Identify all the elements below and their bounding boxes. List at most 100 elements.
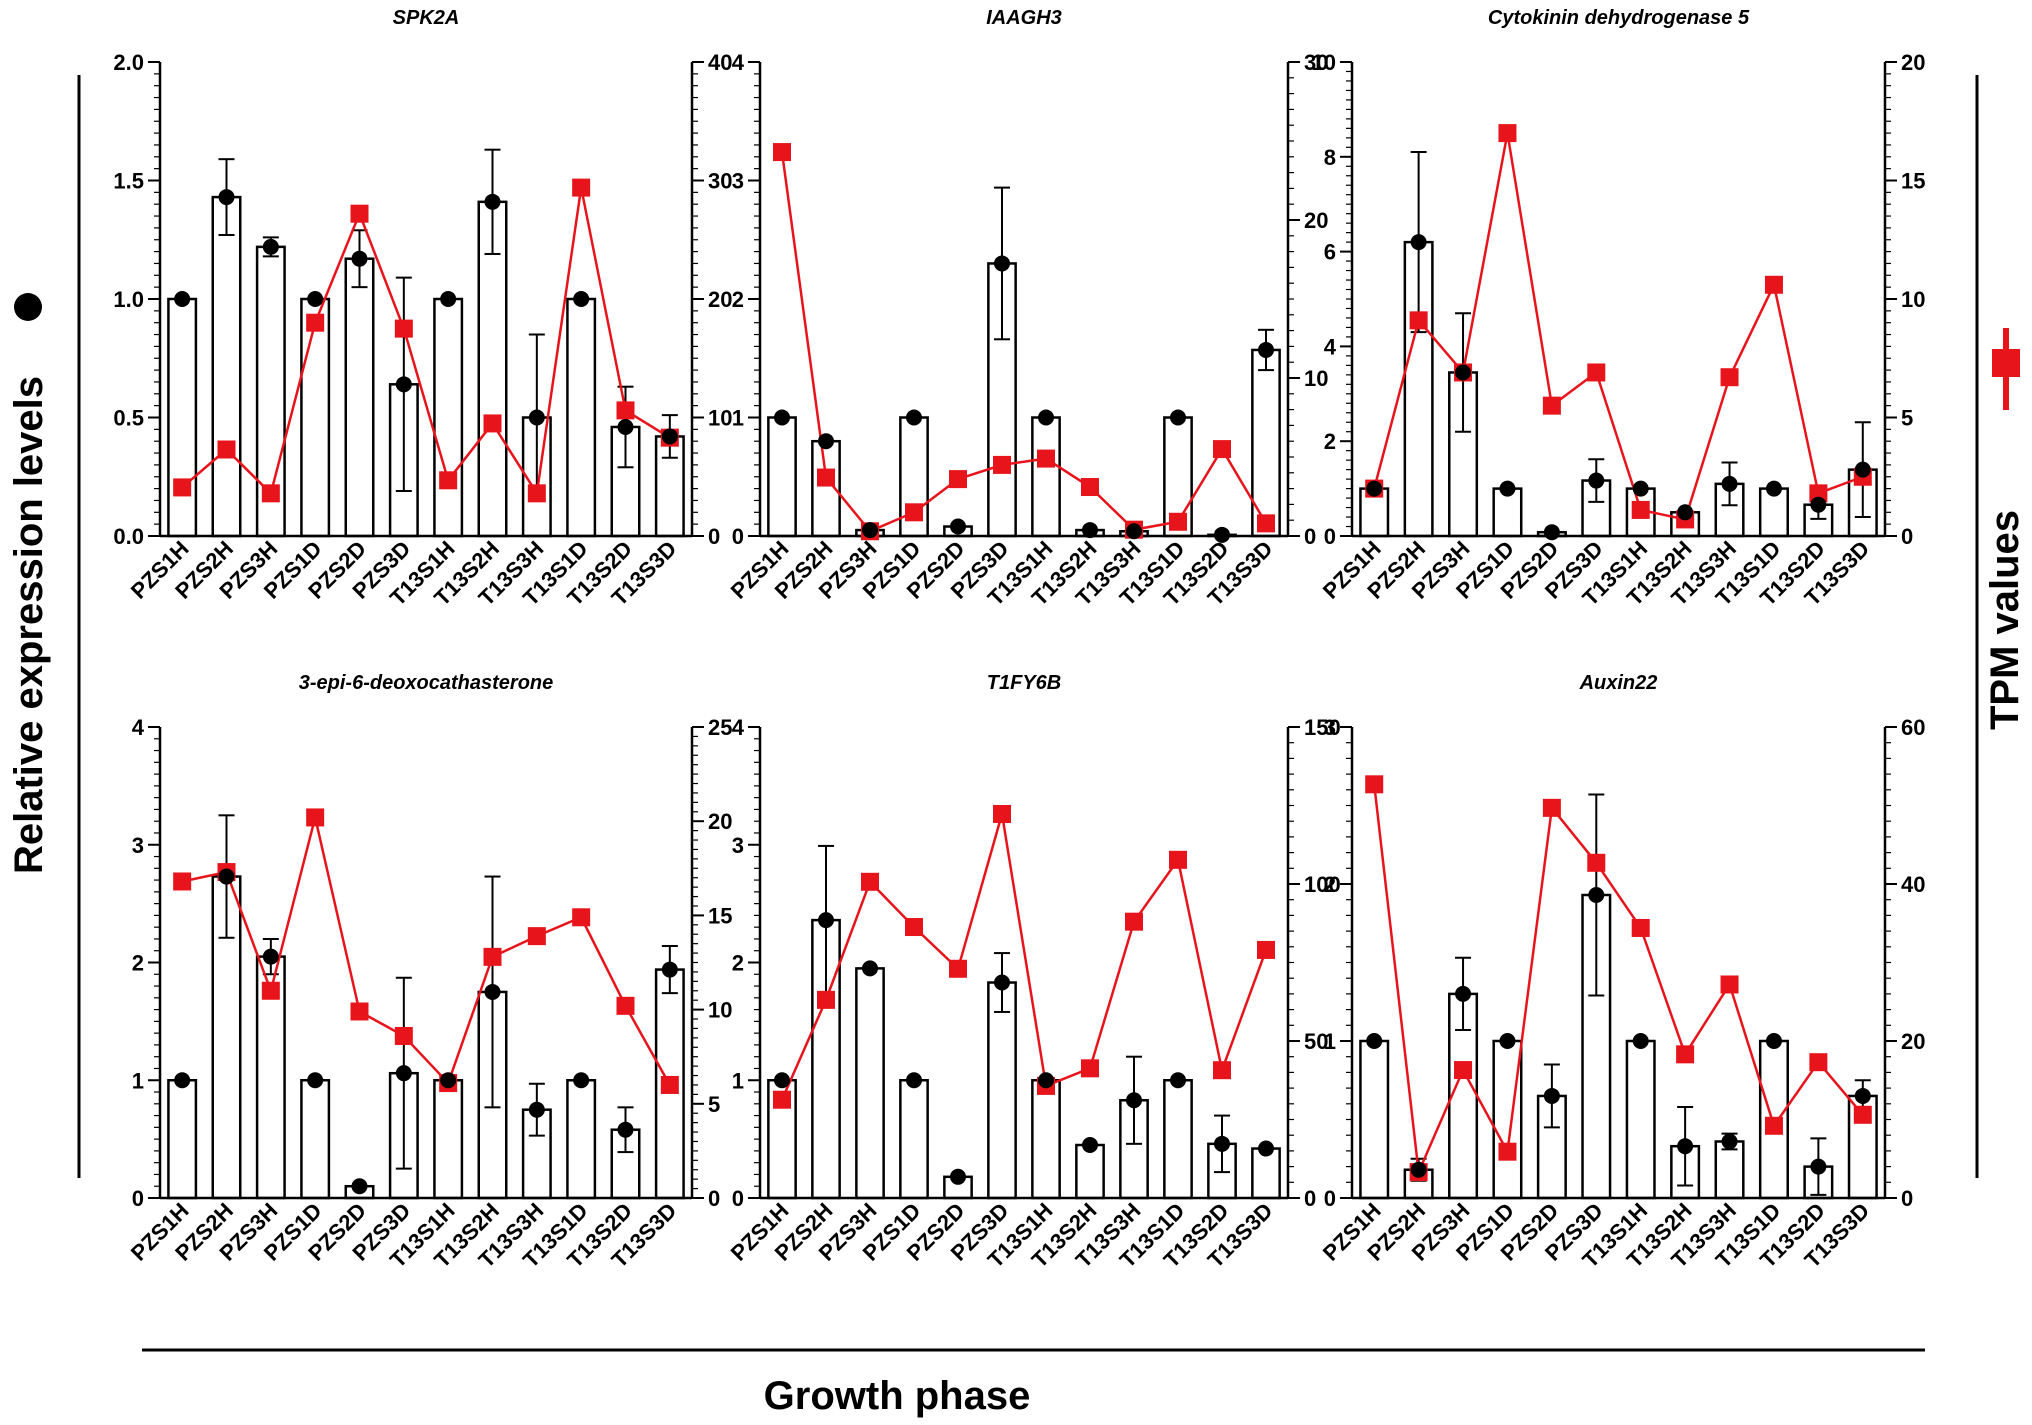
y-right-tick-label: 0	[708, 524, 720, 549]
expression-dot	[440, 1072, 457, 1089]
y-left-tick-label: 0	[732, 524, 744, 549]
tpm-line	[780, 151, 1268, 533]
y-right-tick-label: 30	[1304, 50, 1328, 75]
tpm-marker	[993, 455, 1011, 474]
y-left-tick-label: 2	[732, 951, 744, 976]
y-left-tick-label: 0	[132, 1186, 144, 1211]
expression-dot	[1810, 1158, 1827, 1175]
expression-dot	[174, 291, 191, 307]
tpm-marker	[1257, 940, 1275, 959]
expression-bar	[300, 1079, 331, 1200]
expression-dot	[1038, 409, 1054, 426]
chart-panel-1: SPK2A0.00.51.01.52.0010203040PZS1HPZS2HP…	[113, 7, 732, 611]
y-right-tick-label: 0	[1901, 524, 1913, 549]
tpm-marker	[1213, 1061, 1231, 1080]
y-left-tick-label: 0.0	[113, 524, 144, 549]
legend-dot-icon	[14, 293, 42, 321]
y-left-tick-label: 4	[1324, 334, 1337, 359]
tpm-marker	[1809, 484, 1828, 503]
tpm-marker	[1809, 1053, 1828, 1072]
tpm-line	[1372, 784, 1864, 1177]
expression-dot	[1499, 480, 1516, 497]
tpm-marker	[1498, 124, 1517, 143]
expression-dot	[994, 974, 1010, 991]
expression-dot	[484, 983, 501, 1000]
tpm-marker	[773, 1090, 791, 1109]
expression-dot	[617, 418, 634, 435]
tpm-marker	[1498, 1142, 1517, 1161]
expression-dot	[1038, 1072, 1054, 1089]
expression-dot	[1214, 526, 1230, 543]
expression-dot	[1082, 1137, 1098, 1154]
expression-dot	[1543, 1087, 1560, 1104]
y-right-tick-label: 100	[1304, 872, 1341, 897]
tpm-marker	[350, 204, 369, 223]
tpm-marker	[949, 470, 967, 489]
tpm-marker	[1081, 1059, 1099, 1078]
y-left-tick-label: 10	[1312, 50, 1336, 75]
expression-dot	[906, 1072, 922, 1089]
expression-dot	[1588, 886, 1605, 903]
expression-dot	[906, 409, 922, 426]
y-left-tick-label: 0	[732, 1186, 744, 1211]
expression-bar	[211, 195, 242, 538]
expression-bar	[987, 981, 1017, 1200]
tpm-marker	[949, 959, 967, 978]
expression-dot	[174, 1072, 191, 1089]
expression-bar	[344, 257, 375, 538]
expression-dot	[395, 1065, 412, 1082]
y-left-tick-label: 1	[732, 1068, 744, 1093]
y-left-tick-label: 8	[1324, 145, 1336, 170]
y-right-tick-label: 40	[708, 50, 732, 75]
expression-dot	[1366, 480, 1383, 497]
y-right-tick-label: 15	[708, 903, 732, 928]
y-left-tick-label: 3	[732, 169, 744, 194]
tpm-marker	[817, 990, 835, 1009]
expression-bar	[855, 967, 885, 1200]
chart-title: Auxin22	[1579, 672, 1658, 694]
expression-bar	[167, 1079, 198, 1200]
tpm-marker	[616, 996, 635, 1015]
expression-dot	[1632, 480, 1649, 497]
expression-dot	[395, 376, 412, 393]
expression-dot	[528, 1101, 545, 1118]
tpm-marker	[306, 313, 325, 332]
tpm-marker	[350, 1002, 369, 1021]
expression-bar	[566, 297, 597, 538]
expression-bar	[1492, 1039, 1523, 1200]
expression-dot	[1854, 1087, 1871, 1104]
expression-dot	[1170, 1072, 1186, 1089]
expression-dot	[950, 518, 966, 535]
tpm-marker	[261, 981, 280, 1000]
expression-dot	[1810, 496, 1827, 513]
y-right-tick-label: 15	[1901, 169, 1925, 194]
tpm-marker	[1853, 1105, 1872, 1124]
y-left-tick-label: 3	[1324, 715, 1336, 740]
y-left-tick-label: 2	[132, 951, 144, 976]
tpm-marker	[905, 503, 923, 522]
expression-bar	[1359, 1039, 1390, 1200]
y-left-tick-label: 2	[1324, 429, 1336, 454]
tpm-marker	[1409, 311, 1428, 330]
y-left-tick-label: 4	[732, 50, 745, 75]
tpm-marker	[173, 872, 192, 891]
expression-dot	[351, 1178, 368, 1195]
tpm-marker	[527, 484, 546, 503]
chart-title: IAAGH3	[986, 7, 1062, 29]
expression-dot	[1499, 1033, 1516, 1049]
chart-panel-3: Cytokinin dehydrogenase 5 0 2 4 6 8 10 0 5 10 15 20…	[1312, 7, 1926, 611]
expression-dot	[1126, 523, 1142, 540]
expression-dot	[862, 522, 878, 539]
chart-panel-4: 3-epi-6-deoxocathasterone 0 1 2 3 4 0 5 10 15 20 25…	[126, 672, 733, 1273]
x-axis-label: Growth phase	[764, 1374, 1031, 1418]
expression-bar	[1031, 1079, 1061, 1200]
expression-dot	[818, 433, 834, 450]
expression-dot	[1082, 522, 1098, 539]
y-right-tick-label: 25	[708, 715, 732, 740]
expression-dot	[1632, 1033, 1649, 1049]
expression-bar	[1847, 1094, 1878, 1200]
expression-bar	[1625, 1039, 1656, 1200]
chart-title: SPK2A	[393, 7, 460, 29]
y-right-tick-label: 60	[1901, 715, 1925, 740]
